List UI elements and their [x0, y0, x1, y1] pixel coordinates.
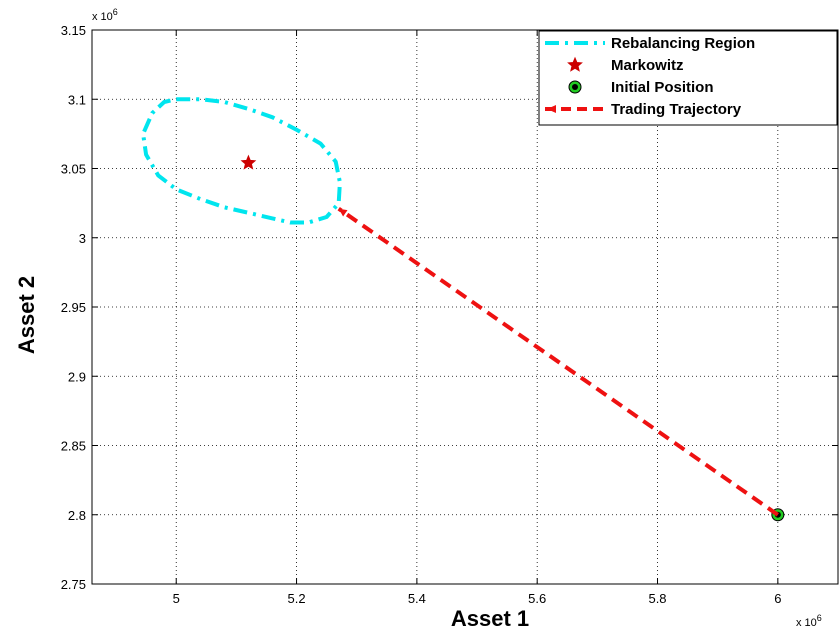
legend-label: Initial Position — [611, 79, 714, 96]
y-tick-label: 3.05 — [61, 162, 86, 177]
x-tick-label: 5.6 — [528, 591, 546, 606]
series-layer — [141, 97, 785, 522]
legend-label: Markowitz — [611, 57, 684, 74]
markowitz-marker — [240, 154, 257, 170]
tick-marks — [92, 29, 838, 585]
legend-circle-icon-center — [572, 84, 578, 90]
trading-trajectory-line — [337, 207, 779, 517]
legend-box — [538, 30, 838, 126]
x-tick-label: 5.8 — [648, 591, 666, 606]
y-axis-label: Asset 2 — [14, 276, 39, 354]
x-axis-multiplier-exponent: 6 — [817, 613, 822, 623]
x-axis-label: Asset 1 — [451, 606, 529, 631]
legend-star-icon — [567, 56, 583, 72]
legend: Rebalancing Region Markowitz Initial Posit… — [538, 30, 838, 126]
x-tick-label: 5 — [173, 591, 180, 606]
y-axis-multiplier: x 106 — [92, 7, 118, 23]
y-tick-label: 2.95 — [61, 300, 86, 315]
trajectory-arrowhead — [338, 208, 348, 217]
y-axis-multiplier-exponent: 6 — [113, 7, 118, 17]
x-axis-multiplier: x 106 — [796, 613, 822, 629]
y-tick-label: 2.9 — [68, 369, 86, 384]
y-tick-label: 3 — [79, 231, 86, 246]
x-axis-multiplier-base: x 10 — [796, 617, 817, 629]
legend-label: Trading Trajectory — [611, 101, 742, 118]
y-tick-label: 3.1 — [68, 92, 86, 107]
legend-arrow-icon — [547, 105, 556, 113]
y-tick-label: 3.15 — [61, 23, 86, 38]
y-tick-label: 2.8 — [68, 508, 86, 523]
y-tick-label: 2.75 — [61, 577, 86, 592]
rebalancing-region-curve — [141, 97, 342, 225]
x-tick-label: 5.2 — [288, 591, 306, 606]
y-axis-multiplier-base: x 10 — [92, 11, 113, 23]
x-tick-label: 5.4 — [408, 591, 426, 606]
x-tick-label: 6 — [774, 591, 781, 606]
y-tick-label: 2.85 — [61, 439, 86, 454]
legend-label: Rebalancing Region — [611, 35, 755, 52]
